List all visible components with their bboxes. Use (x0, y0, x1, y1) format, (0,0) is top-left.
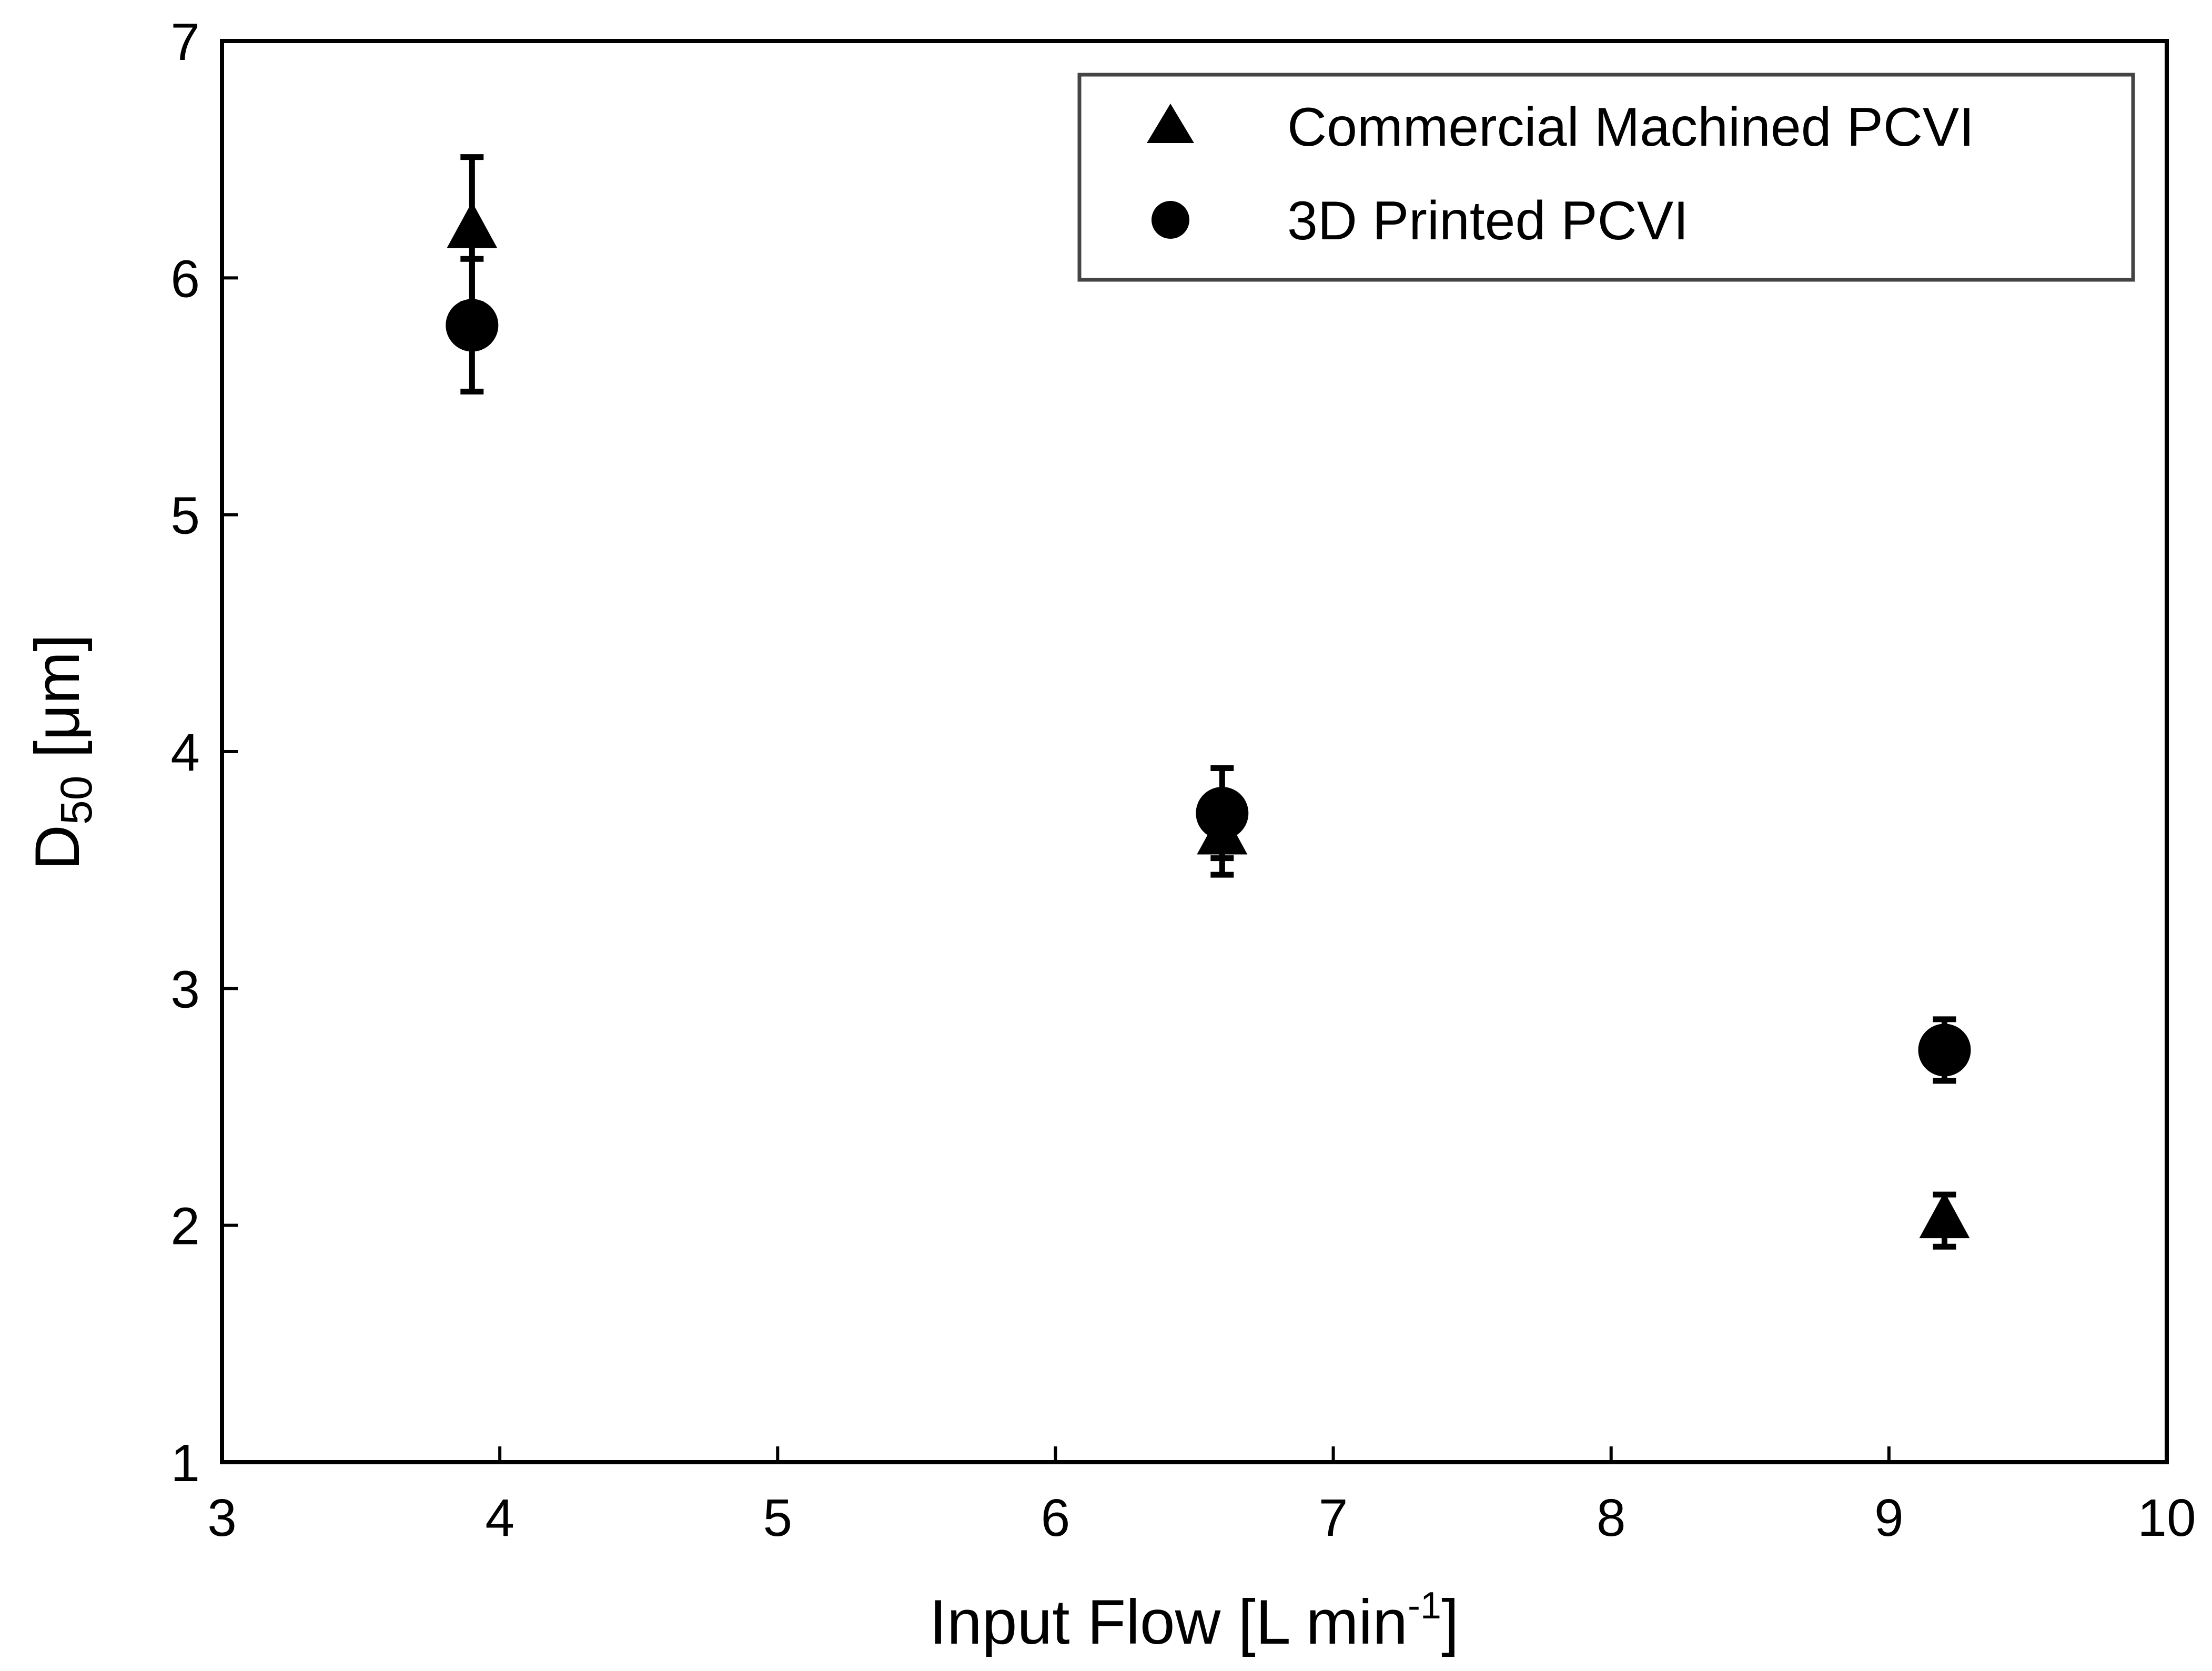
data-point-circle (1918, 1024, 1971, 1077)
legend-label-3d-printed: 3D Printed PCVI (1287, 190, 1689, 251)
y-axis-label: D50 [μm] (22, 634, 101, 870)
legend-label-commercial: Commercial Machined PCVI (1287, 97, 1974, 158)
legend: Commercial Machined PCVI 3D Printed PCVI (1077, 73, 2135, 282)
x-tick-label: 10 (2137, 1488, 2196, 1547)
x-tick-label: 4 (485, 1488, 514, 1547)
x-tick-label: 7 (1319, 1488, 1348, 1547)
y-axis: 1 2 3 4 5 6 7 (170, 13, 238, 1493)
data-series (446, 154, 1971, 1250)
x-axis-label-superscript: -1 (1408, 1585, 1441, 1627)
x-tick-label: 5 (763, 1488, 792, 1547)
data-point-triangle (447, 201, 498, 248)
x-axis-label-main: Input Flow [L min (930, 1587, 1408, 1657)
x-tick-label: 3 (207, 1488, 237, 1547)
y-tick-label: 5 (170, 487, 200, 545)
data-point-triangle (1919, 1192, 1970, 1239)
series-circle (446, 256, 1971, 1084)
x-axis-label-suffix: ] (1441, 1587, 1459, 1657)
legend-box (1077, 73, 2135, 282)
data-point-circle (1196, 787, 1249, 840)
x-axis-label: Input Flow [L min-1] (930, 1585, 1459, 1657)
y-tick-label: 6 (170, 249, 200, 308)
y-tick-label: 3 (170, 960, 200, 1019)
y-axis-label-suffix: [μm] (22, 634, 93, 775)
y-axis-label-main: D (22, 825, 93, 870)
legend-circle-icon (1152, 201, 1189, 239)
y-axis-label-subscript: 50 (52, 776, 101, 825)
x-tick-label: 6 (1041, 1488, 1070, 1547)
x-tick-label: 9 (1874, 1488, 1904, 1547)
data-point-circle (446, 299, 499, 352)
y-tick-label: 4 (170, 723, 200, 782)
y-tick-label: 2 (170, 1197, 200, 1256)
legend-triangle-icon (1147, 104, 1194, 143)
y-tick-label: 7 (170, 13, 200, 72)
y-tick-label: 1 (170, 1434, 200, 1493)
x-tick-label: 8 (1597, 1488, 1626, 1547)
x-axis: 3 4 5 6 7 8 9 10 (207, 1446, 2196, 1547)
